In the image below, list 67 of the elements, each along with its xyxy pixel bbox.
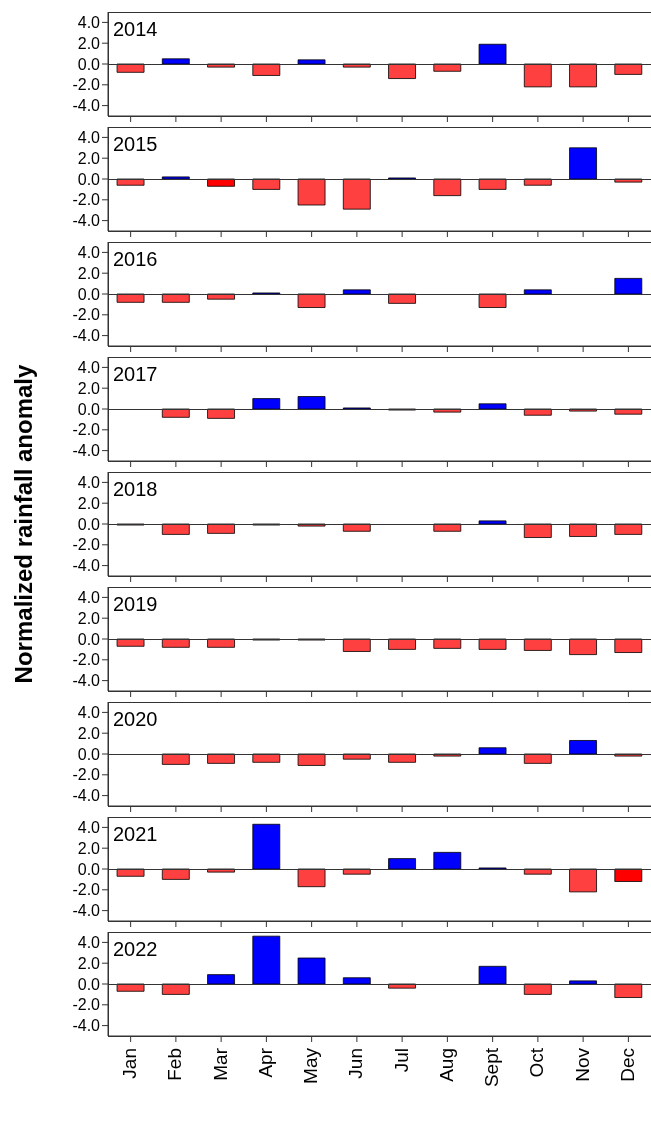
x-tick-label: Jan bbox=[119, 1048, 141, 1079]
y-tick-label: 4.0 bbox=[77, 704, 101, 722]
x-tick-label: Apr bbox=[254, 1047, 276, 1078]
y-tick-label: 0.0 bbox=[77, 400, 101, 418]
y-tick-label: 4.0 bbox=[77, 474, 101, 492]
y-tick-label: 2.0 bbox=[77, 264, 101, 282]
chart-title: 2019 bbox=[113, 593, 158, 615]
x-tick-label: May bbox=[300, 1047, 322, 1084]
chart-title: 2014 bbox=[113, 18, 158, 40]
y-tick-label: 0.0 bbox=[77, 860, 101, 878]
chart-title: 2018 bbox=[113, 478, 158, 500]
y-tick-label: -2.0 bbox=[72, 421, 101, 439]
y-tick-label: 0.0 bbox=[77, 745, 101, 763]
y-tick-label: 4.0 bbox=[77, 819, 101, 837]
y-tick-label: 4.0 bbox=[77, 934, 101, 952]
y-tick-label: 4.0 bbox=[77, 589, 101, 607]
y-tick-label: 0.0 bbox=[77, 55, 101, 73]
y-tick-label: -4.0 bbox=[72, 902, 101, 920]
y-tick-label: -4.0 bbox=[72, 557, 101, 575]
y-axis-title: Normalized rainfall anomaly bbox=[10, 364, 38, 684]
y-tick-label: -2.0 bbox=[72, 651, 101, 669]
y-tick-label: -4.0 bbox=[72, 442, 101, 460]
chart-title: 2022 bbox=[113, 938, 158, 960]
x-tick-label: Dec bbox=[616, 1048, 638, 1082]
y-tick-label: -4.0 bbox=[72, 97, 101, 115]
y-tick-label: -2.0 bbox=[72, 996, 101, 1014]
x-tick-label: Feb bbox=[164, 1048, 186, 1081]
y-tick-label: 2.0 bbox=[77, 954, 101, 972]
x-tick-label: Sept bbox=[481, 1047, 503, 1088]
chart-title: 2016 bbox=[113, 248, 158, 270]
y-tick-label: 2.0 bbox=[77, 724, 101, 742]
y-tick-label: 0.0 bbox=[77, 170, 101, 188]
y-tick-label: 2.0 bbox=[77, 34, 101, 52]
chart-title: 2017 bbox=[113, 363, 158, 385]
y-tick-label: 4.0 bbox=[77, 359, 101, 377]
chart-title: 2020 bbox=[113, 708, 158, 730]
y-tick-label: 0.0 bbox=[77, 285, 101, 303]
chart-title: 2015 bbox=[113, 133, 158, 155]
y-tick-label: -4.0 bbox=[72, 212, 101, 230]
y-tick-label: -2.0 bbox=[72, 191, 101, 209]
x-tick-label: Aug bbox=[435, 1048, 457, 1082]
x-tick-label: Jul bbox=[390, 1048, 412, 1073]
chart-title: 2021 bbox=[113, 823, 158, 845]
x-tick-label: Jun bbox=[345, 1048, 367, 1079]
y-tick-label: -2.0 bbox=[72, 536, 101, 554]
y-tick-label: -2.0 bbox=[72, 881, 101, 899]
y-tick-label: 4.0 bbox=[77, 14, 101, 32]
y-tick-label: -4.0 bbox=[72, 672, 101, 690]
x-tick-label: Mar bbox=[209, 1047, 231, 1081]
y-tick-label: 2.0 bbox=[77, 494, 101, 512]
y-tick-label: 0.0 bbox=[77, 515, 101, 533]
x-tick-label: Oct bbox=[526, 1047, 548, 1078]
y-tick-label: 2.0 bbox=[77, 379, 101, 397]
y-tick-label: -2.0 bbox=[72, 766, 101, 784]
y-tick-label: 2.0 bbox=[77, 149, 101, 167]
y-tick-label: -2.0 bbox=[72, 76, 101, 94]
y-tick-label: 2.0 bbox=[77, 839, 101, 857]
y-tick-label: -4.0 bbox=[72, 327, 101, 345]
y-tick-label: 0.0 bbox=[77, 975, 101, 993]
y-tick-label: -2.0 bbox=[72, 306, 101, 324]
y-tick-label: -4.0 bbox=[72, 787, 101, 805]
x-tick-label: Nov bbox=[571, 1047, 593, 1082]
y-tick-label: 0.0 bbox=[77, 630, 101, 648]
y-tick-label: 4.0 bbox=[77, 244, 101, 262]
y-tick-label: -4.0 bbox=[72, 1017, 101, 1035]
y-tick-label: 2.0 bbox=[77, 609, 101, 627]
y-tick-label: 4.0 bbox=[77, 129, 101, 147]
